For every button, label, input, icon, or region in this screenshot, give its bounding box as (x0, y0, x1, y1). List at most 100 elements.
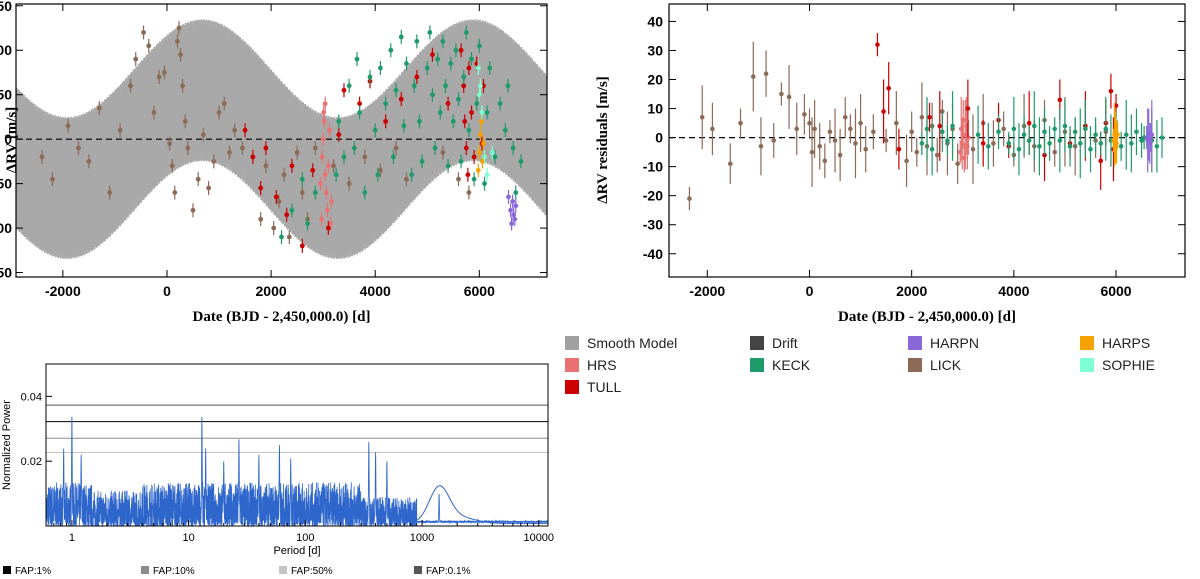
data-point (319, 216, 324, 222)
data-point (812, 126, 817, 132)
data-point (195, 176, 201, 182)
data-point (172, 190, 178, 195)
fap-legend-swatch (3, 566, 11, 574)
data-point (463, 145, 469, 151)
data-point (346, 181, 352, 187)
legend-label: TULL (587, 379, 621, 395)
data-point (965, 106, 971, 111)
data-point (779, 91, 784, 97)
data-point (117, 127, 123, 133)
data-point (325, 225, 331, 231)
data-point (1159, 135, 1165, 140)
data-point (950, 123, 955, 129)
data-point (513, 190, 519, 195)
x-tick-label: 4000 (998, 283, 1029, 299)
legend-item-sophie: SOPHIE (1080, 357, 1155, 373)
series-legend: Smooth Model HRS TULL Drift KECK HARPN LICK HAR… (565, 335, 1155, 395)
data-point (281, 172, 287, 178)
series-harps (1111, 102, 1120, 167)
data-point (240, 145, 245, 151)
data-point (258, 185, 264, 191)
data-point (151, 110, 157, 115)
x-tick-label: 10000 (523, 532, 554, 544)
y-tick-label: -40 (643, 246, 663, 262)
series-lick (39, 21, 472, 244)
data-point (827, 129, 833, 135)
data-point (331, 163, 336, 169)
data-point (357, 110, 362, 115)
y-tick-label: 0.04 (21, 391, 42, 403)
data-point (227, 150, 232, 155)
data-point (328, 221, 333, 227)
x-tick-label: 1000 (410, 532, 434, 544)
data-point (1123, 132, 1129, 137)
data-point (362, 190, 368, 195)
data-point (435, 56, 441, 62)
legend-item-drift: Drift (750, 335, 798, 351)
data-point (432, 145, 438, 151)
data-point (1026, 120, 1032, 126)
data-point (329, 199, 334, 204)
data-point (505, 83, 511, 89)
data-point (276, 199, 282, 204)
data-point (771, 138, 777, 143)
data-point (469, 110, 474, 115)
data-point (326, 127, 332, 133)
data-point (174, 38, 180, 44)
legend-swatch (908, 358, 922, 372)
data-point (401, 123, 407, 129)
data-point (185, 145, 191, 151)
data-point (909, 129, 914, 135)
data-point (321, 118, 327, 124)
data-point (904, 158, 909, 164)
data-point (476, 150, 482, 155)
data-point (886, 85, 891, 91)
data-point (497, 101, 503, 106)
data-point (461, 74, 467, 80)
series-hrs (318, 96, 334, 231)
data-point (475, 65, 481, 71)
data-point (351, 145, 357, 151)
data-point (324, 207, 330, 213)
data-point (960, 117, 966, 123)
periodogram-x-axis-label: Period [d] (273, 545, 320, 557)
data-point (1031, 123, 1037, 129)
legend-label: LICK (930, 357, 962, 373)
data-point (39, 154, 45, 160)
data-point (1026, 138, 1032, 143)
data-point (133, 56, 139, 62)
legend-swatch (565, 380, 579, 394)
data-point (458, 158, 464, 164)
data-point (1011, 126, 1017, 132)
data-point (463, 30, 469, 35)
data-point (883, 138, 889, 143)
x-tick-label: 6000 (1100, 283, 1131, 299)
data-point (1118, 144, 1124, 149)
data-point (341, 87, 347, 93)
power-curve-long-period (416, 485, 548, 524)
data-point (466, 190, 472, 195)
data-point (430, 52, 435, 58)
data-point (510, 145, 516, 151)
data-point (1103, 126, 1109, 132)
y-tick-label: 100 (0, 42, 12, 58)
data-point (146, 43, 152, 49)
data-point (161, 70, 167, 75)
data-point (1115, 132, 1120, 137)
fap-legend-swatch (279, 566, 287, 574)
residuals-panel: -2000 0 2000 4000 6000 -40 -30 -20 -10 0 10 20 30 40 D… (595, 3, 1186, 325)
periodogram-panel: 1 10 100 1000 10000 0.02 0.04 Period [d] Normali… (1, 363, 554, 577)
data-point (372, 127, 378, 133)
data-point (919, 141, 925, 146)
data-point (279, 234, 284, 240)
data-point (477, 132, 483, 138)
data-point (354, 56, 360, 62)
data-point (465, 172, 471, 178)
data-point (475, 167, 481, 173)
fap-legend-label: FAP:1% (15, 566, 51, 577)
data-point (456, 96, 461, 102)
data-point (509, 221, 514, 227)
data-point (299, 243, 305, 249)
data-point (417, 118, 422, 124)
